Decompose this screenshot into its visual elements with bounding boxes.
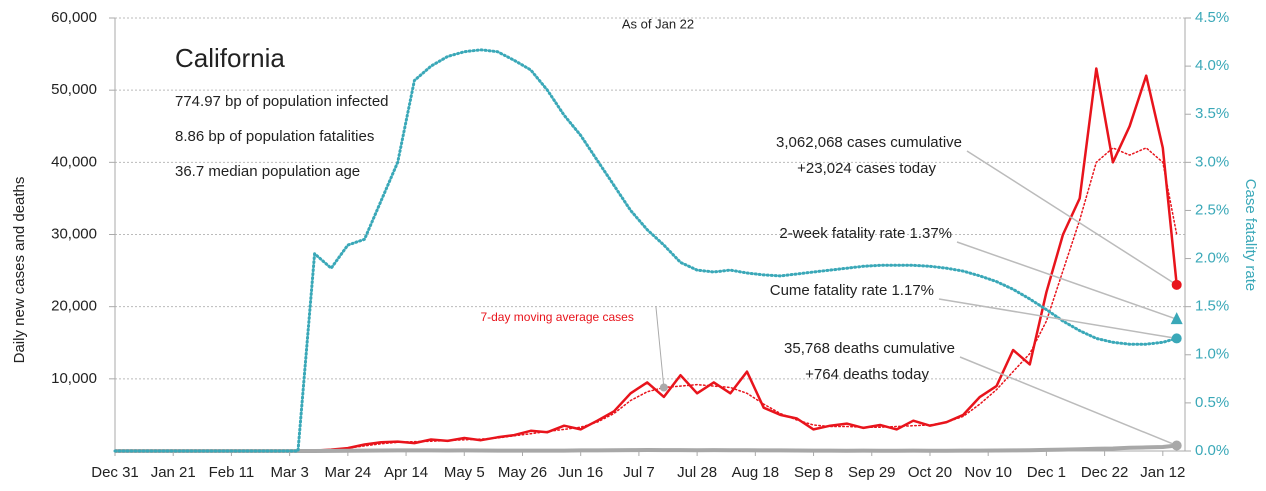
annotation: +764 deaths today: [805, 366, 929, 383]
y-tick-label: 10,000: [51, 370, 97, 387]
x-tick-label: Sep 8: [794, 464, 833, 481]
subtitle: As of Jan 22: [622, 16, 694, 31]
y-tick-label: 60,000: [51, 9, 97, 26]
y-tick-label: 40,000: [51, 153, 97, 170]
y2-tick-label: 2.0%: [1195, 250, 1229, 267]
x-tick-label: Dec 31: [91, 464, 139, 481]
leader-line: [959, 356, 1177, 447]
x-tick-label: Dec 1: [1027, 464, 1066, 481]
annotation: 35,768 deaths cumulative: [784, 340, 955, 357]
y2-tick-label: 0.0%: [1195, 442, 1229, 459]
x-tick-label: Sep 29: [848, 464, 896, 481]
stat: 774.97 bp of population infected: [175, 93, 389, 110]
annotation: +23,024 cases today: [797, 160, 936, 177]
x-tick-label: Jun 16: [558, 464, 603, 481]
marker: [1171, 440, 1182, 451]
leader-line: [938, 298, 1177, 340]
stat: 8.86 bp of population fatalities: [175, 128, 374, 145]
y2-tick-label: 3.5%: [1195, 105, 1229, 122]
x-tick-label: Mar 24: [325, 464, 372, 481]
y-axis-label: Daily new cases and deaths: [11, 177, 28, 364]
x-tick-label: Jul 28: [677, 464, 717, 481]
leader-dot: [659, 383, 668, 392]
x-tick-label: Aug 18: [732, 464, 780, 481]
x-tick-label: Jul 7: [623, 464, 655, 481]
y2-axis-label: Case fatality rate: [1242, 179, 1259, 292]
leader-line: [966, 150, 1178, 286]
annotation: 2-week fatality rate 1.37%: [779, 225, 952, 242]
y-tick-label: 50,000: [51, 81, 97, 98]
series-line: [113, 48, 1179, 453]
y2-tick-label: 1.0%: [1195, 346, 1229, 363]
y-tick-label: 30,000: [51, 225, 97, 242]
x-tick-label: Apr 14: [384, 464, 428, 481]
x-tick-label: Oct 20: [908, 464, 952, 481]
x-tick-label: Jan 12: [1140, 464, 1185, 481]
x-tick-label: Jan 21: [151, 464, 196, 481]
y2-tick-label: 4.0%: [1195, 57, 1229, 74]
leader-line: [956, 241, 1177, 320]
leader-line: [655, 305, 665, 388]
marker: [1171, 333, 1182, 344]
series-line: [114, 147, 1178, 452]
annotation: 3,062,068 cases cumulative: [776, 134, 962, 151]
y2-tick-label: 3.0%: [1195, 153, 1229, 170]
y2-tick-label: 2.5%: [1195, 201, 1229, 218]
stat: 36.7 median population age: [175, 163, 360, 180]
x-tick-label: Mar 3: [270, 464, 308, 481]
y2-tick-label: 0.5%: [1195, 394, 1229, 411]
chart-title: California: [175, 43, 285, 73]
annotation: Cume fatality rate 1.17%: [770, 282, 934, 299]
x-tick-label: Nov 10: [964, 464, 1012, 481]
y-tick-label: 20,000: [51, 298, 97, 315]
y2-tick-label: 1.5%: [1195, 298, 1229, 315]
x-tick-label: May 5: [444, 464, 485, 481]
marker: [1171, 279, 1182, 290]
series-line: [115, 67, 1178, 453]
marker: [1170, 312, 1183, 325]
x-tick-label: May 26: [498, 464, 547, 481]
series-label: 7-day moving average cases: [480, 310, 633, 324]
x-tick-label: Dec 22: [1081, 464, 1129, 481]
y2-tick-label: 4.5%: [1195, 9, 1229, 26]
x-tick-label: Feb 11: [209, 464, 255, 481]
